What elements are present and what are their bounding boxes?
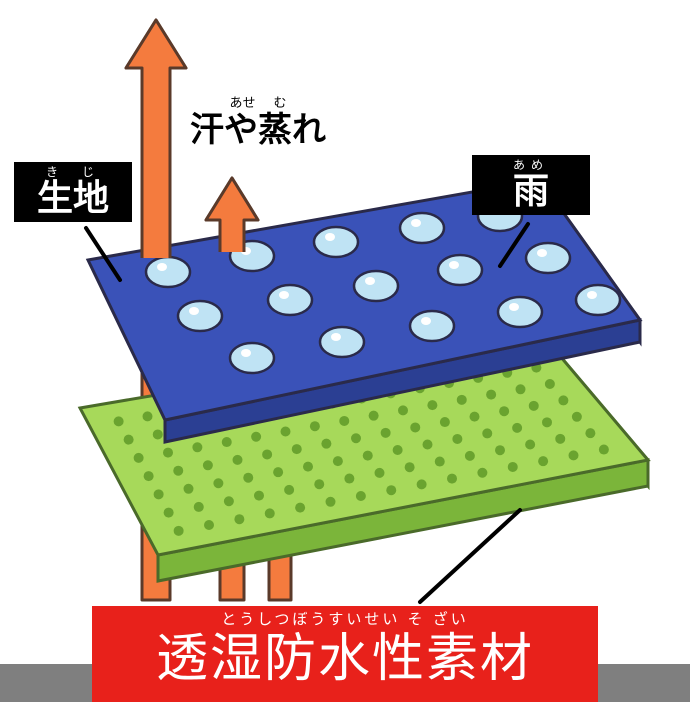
rain-main: 雨 xyxy=(484,173,578,209)
material-ruby: とうしつぼうすいせい そ ざい xyxy=(92,612,598,627)
rain-label: あめ 雨 xyxy=(472,155,590,215)
sweat-ruby: あせ む xyxy=(190,96,326,109)
fabric-label: き じ 生地 xyxy=(14,162,132,222)
diagram-svg xyxy=(0,0,690,702)
fabric-main: 生地 xyxy=(26,180,120,216)
material-main: 透湿防水性素材 xyxy=(92,633,598,685)
material-label: とうしつぼうすいせい そ ざい 透湿防水性素材 xyxy=(92,606,598,702)
sweat-main: 汗や蒸れ xyxy=(190,113,326,147)
sweat-vapor-label: あせ む 汗や蒸れ xyxy=(190,96,326,147)
title-band: とうしつぼうすいせい そ ざい 透湿防水性素材 xyxy=(0,614,690,702)
diagram-canvas xyxy=(0,0,690,702)
